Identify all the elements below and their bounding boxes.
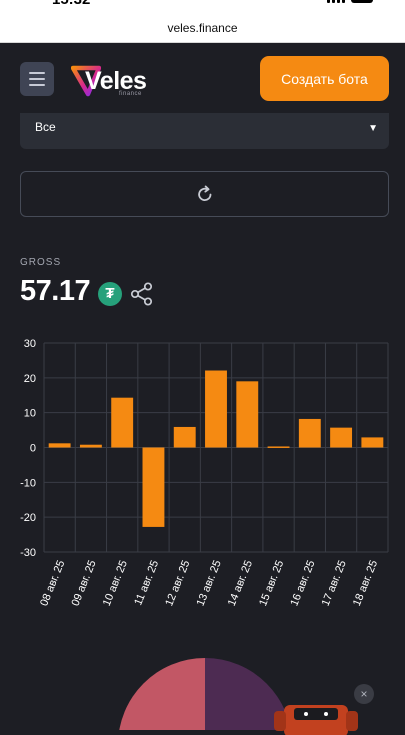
bar[interactable]	[205, 370, 227, 448]
pie-slice	[119, 658, 205, 730]
battery-icon	[351, 0, 373, 3]
bar[interactable]	[298, 418, 321, 448]
status-bar: 15:32	[0, 0, 405, 16]
x-tick-label: 11 авг. 25	[132, 559, 161, 608]
filter-select[interactable]: Все ▼	[20, 113, 389, 149]
logo-mark-icon	[71, 65, 101, 97]
menu-button[interactable]	[20, 62, 54, 96]
x-tick-label: 09 авг. 25	[69, 559, 98, 608]
y-tick-label: 20	[24, 373, 36, 385]
x-tick-label: 12 авг. 25	[163, 559, 192, 608]
x-tick-label: 18 авг. 25	[351, 559, 380, 608]
bar[interactable]	[79, 444, 102, 448]
caret-down-icon: ▼	[368, 123, 378, 134]
signal-icon	[327, 0, 345, 3]
bar[interactable]	[48, 443, 71, 448]
refresh-button[interactable]	[20, 171, 389, 217]
browser-url-bar[interactable]: veles.finance	[0, 16, 405, 43]
app-header: Veles finance Создать бота	[0, 43, 405, 113]
url-text: veles.finance	[167, 21, 238, 35]
logo-subtext: finance	[119, 91, 142, 97]
logo-text: Veles	[85, 67, 147, 95]
usdt-symbol: ₮	[105, 285, 115, 302]
bar[interactable]	[330, 427, 353, 448]
y-tick-label: -10	[20, 477, 36, 489]
x-tick-label: 13 авг. 25	[195, 559, 224, 608]
x-tick-label: 17 авг. 25	[320, 559, 349, 608]
x-tick-label: 08 авг. 25	[38, 559, 67, 608]
bar[interactable]	[111, 397, 134, 448]
gross-bar-chart: 30 20 10 0 -10 -20 -30 08 авг. 25 09 авг. 25 10 …	[20, 338, 389, 608]
pie-chart	[119, 658, 291, 730]
pie-slice	[205, 658, 291, 730]
x-tick-label: 14 авг. 25	[226, 559, 255, 608]
veles-logo[interactable]: Veles finance	[71, 63, 161, 99]
x-tick-label: 16 авг. 25	[288, 559, 317, 608]
tether-usdt-icon: ₮	[98, 282, 122, 306]
bar[interactable]	[361, 437, 384, 448]
bar[interactable]	[142, 447, 165, 527]
menu-icon	[29, 72, 45, 74]
gross-value: 57.17	[20, 275, 91, 307]
bar[interactable]	[267, 446, 290, 448]
gross-label: GROSS	[20, 257, 62, 268]
x-tick-label: 10 авг. 25	[101, 559, 130, 608]
refresh-icon	[198, 185, 212, 201]
bar[interactable]	[236, 381, 259, 448]
bar[interactable]	[173, 426, 196, 448]
status-icons	[327, 0, 373, 3]
promo-robot-image[interactable]	[270, 695, 362, 735]
y-tick-label: -20	[20, 512, 36, 524]
create-bot-button[interactable]: Создать бота	[260, 56, 389, 101]
close-promo-button[interactable]: ×	[354, 684, 374, 704]
x-tick-label: 15 авг. 25	[257, 559, 286, 608]
y-tick-label: 30	[24, 338, 36, 350]
y-tick-label: 0	[30, 443, 36, 455]
y-tick-label: 10	[24, 408, 36, 420]
y-tick-label: -30	[20, 547, 36, 559]
filter-selected-value: Все	[35, 120, 56, 134]
share-icon[interactable]	[130, 282, 154, 306]
status-time: 15:32	[52, 0, 90, 8]
